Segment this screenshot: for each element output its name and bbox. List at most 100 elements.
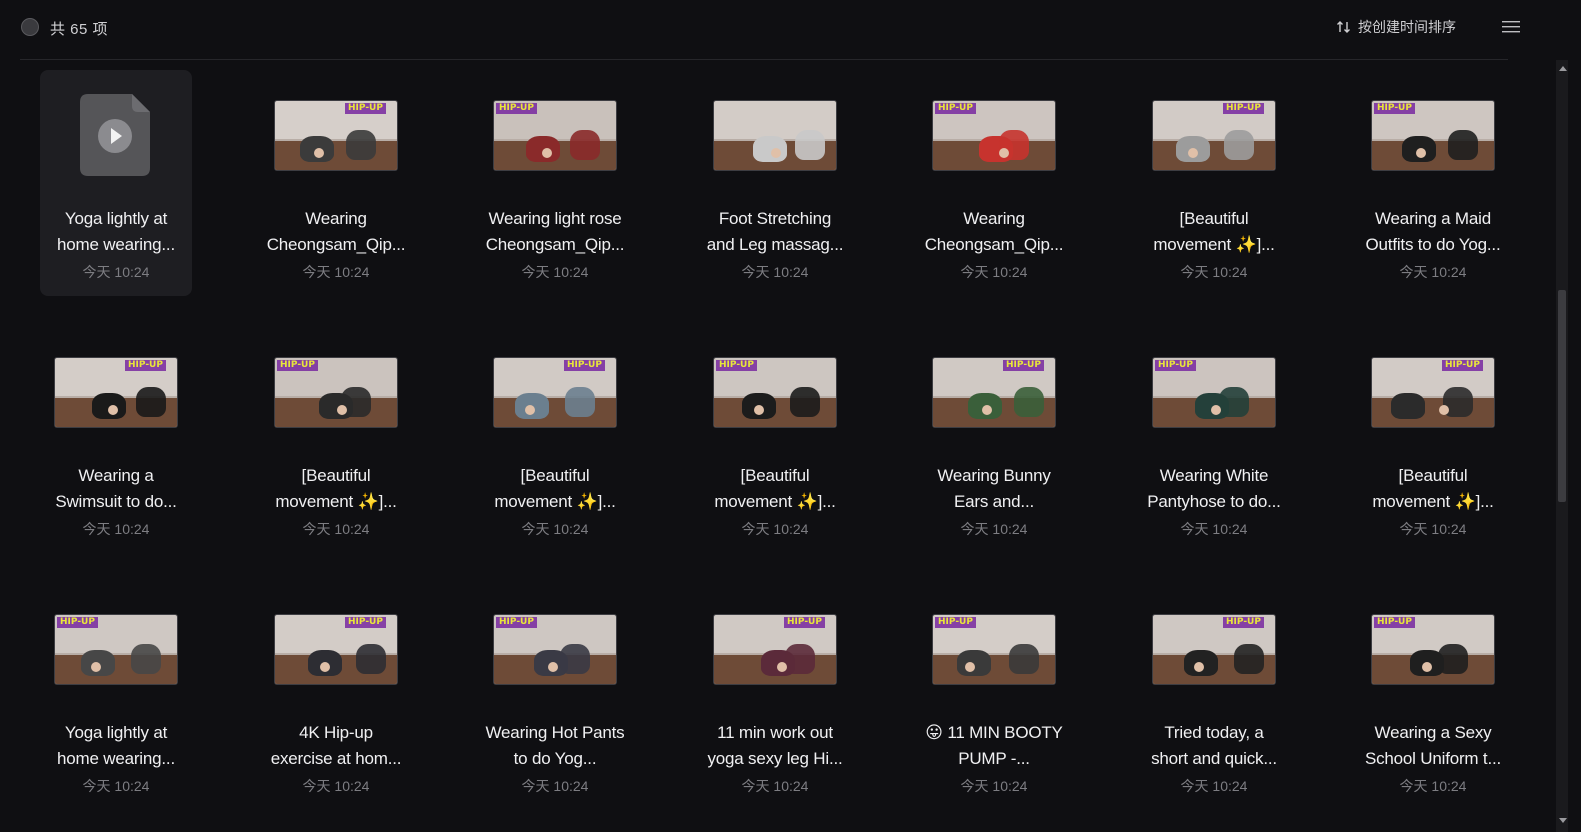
thumbnail-tag: HIP-UP bbox=[345, 103, 386, 114]
file-card[interactable]: HIP-UP Wearing a Sexy School Uniform t...… bbox=[1357, 584, 1509, 810]
thumbnail-tag: HIP-UP bbox=[125, 360, 166, 371]
file-card[interactable]: HIP-UP Wearing light rose Cheongsam_Qip..… bbox=[479, 70, 631, 296]
file-time: 今天 10:24 bbox=[521, 521, 589, 537]
video-thumbnail: HIP-UP bbox=[932, 357, 1056, 428]
file-title: Wearing Cheongsam_Qip... bbox=[924, 209, 1064, 254]
file-time: 今天 10:24 bbox=[1180, 778, 1248, 794]
file-card[interactable]: HIP-UP 11 min work out yoga sexy leg Hi..… bbox=[699, 584, 851, 810]
file-title: Wearing White Pantyhose to do... bbox=[1147, 466, 1281, 511]
file-card[interactable]: HIP-UP Wearing White Pantyhose to do... 今天… bbox=[1138, 327, 1290, 553]
file-title: Foot Stretching and Leg massag... bbox=[706, 209, 844, 254]
file-title: Wearing light rose Cheongsam_Qip... bbox=[485, 209, 625, 254]
thumbnail-tag: HIP-UP bbox=[345, 617, 386, 628]
thumbnail-tag: HIP-UP bbox=[1442, 360, 1483, 371]
file-title: [Beautiful movement ✨]... bbox=[1153, 209, 1275, 254]
thumbnail-tag: HIP-UP bbox=[564, 360, 605, 371]
thumbnail-tag: HIP-UP bbox=[1003, 360, 1044, 371]
scrollbar-thumb[interactable] bbox=[1558, 290, 1566, 502]
video-thumbnail: HIP-UP bbox=[1371, 357, 1495, 428]
thumbnail-tag: HIP-UP bbox=[277, 360, 318, 371]
video-thumbnail: HIP-UP bbox=[932, 614, 1056, 685]
thumbnail-tag: HIP-UP bbox=[784, 617, 825, 628]
file-card[interactable]: HIP-UP [Beautiful movement ✨]... 今天 10:24 bbox=[1138, 70, 1290, 296]
file-title: 4K Hip-up exercise at hom... bbox=[270, 723, 402, 768]
file-time: 今天 10:24 bbox=[960, 778, 1028, 794]
select-all-circle-icon[interactable] bbox=[21, 18, 39, 36]
thumbnail-tag: HIP-UP bbox=[1223, 103, 1264, 114]
sort-arrows-icon bbox=[1336, 19, 1352, 35]
thumbnail-tag: HIP-UP bbox=[935, 617, 976, 628]
scroll-up-arrow-icon[interactable] bbox=[1559, 66, 1567, 71]
item-count: 共 65 项 bbox=[50, 21, 109, 38]
file-time: 今天 10:24 bbox=[1399, 521, 1467, 537]
file-time: 今天 10:24 bbox=[1399, 778, 1467, 794]
file-card[interactable]: HIP-UP Wearing Bunny Ears and... 今天 10:24 bbox=[918, 327, 1070, 553]
video-file-icon bbox=[80, 94, 150, 176]
video-thumbnail: HIP-UP bbox=[713, 614, 837, 685]
file-title: [Beautiful movement ✨]... bbox=[275, 466, 397, 511]
file-time: 今天 10:24 bbox=[960, 521, 1028, 537]
video-thumbnail bbox=[713, 100, 837, 171]
file-title: Wearing a Sexy School Uniform t... bbox=[1364, 723, 1502, 768]
video-thumbnail: HIP-UP bbox=[493, 100, 617, 171]
video-thumbnail: HIP-UP bbox=[1152, 614, 1276, 685]
thumbnail-tag: HIP-UP bbox=[1223, 617, 1264, 628]
file-time: 今天 10:24 bbox=[302, 521, 370, 537]
thumbnail-tag: HIP-UP bbox=[1374, 617, 1415, 628]
file-card[interactable]: HIP-UP 4K Hip-up exercise at hom... 今天 10:… bbox=[260, 584, 412, 810]
thumbnail-tag: HIP-UP bbox=[1155, 360, 1196, 371]
file-card[interactable]: HIP-UP Wearing Hot Pants to do Yog... 今天 1… bbox=[479, 584, 631, 810]
file-time: 今天 10:24 bbox=[82, 521, 150, 537]
scroll-down-arrow-icon[interactable] bbox=[1559, 818, 1567, 823]
file-card[interactable]: HIP-UP [Beautiful movement ✨]... 今天 10:24 bbox=[699, 327, 851, 553]
video-thumbnail: HIP-UP bbox=[493, 614, 617, 685]
file-time: 今天 10:24 bbox=[741, 264, 809, 280]
file-card[interactable]: Foot Stretching and Leg massag... 今天 10:2… bbox=[699, 70, 851, 296]
sort-button[interactable]: 按创建时间排序 bbox=[1336, 17, 1456, 37]
video-thumbnail: HIP-UP bbox=[493, 357, 617, 428]
file-time: 今天 10:24 bbox=[521, 264, 589, 280]
file-title: [Beautiful movement ✨]... bbox=[714, 466, 836, 511]
file-card[interactable]: HIP-UP [Beautiful movement ✨]... 今天 10:24 bbox=[479, 327, 631, 553]
file-card[interactable]: HIP-UP Wearing a Maid Outfits to do Yog..… bbox=[1357, 70, 1509, 296]
file-card[interactable]: HIP-UP Tried today, a short and quick... 今… bbox=[1138, 584, 1290, 810]
toolbar: 共 65 项 按创建时间排序 bbox=[0, 0, 1568, 60]
file-card[interactable]: HIP-UP Wearing Cheongsam_Qip... 今天 10:24 bbox=[918, 70, 1070, 296]
file-card[interactable]: Yoga lightly at home wearing... 今天 10:24 bbox=[40, 70, 192, 296]
sort-label: 按创建时间排序 bbox=[1358, 19, 1456, 35]
file-title: Wearing a Swimsuit to do... bbox=[55, 466, 177, 511]
video-thumbnail: HIP-UP bbox=[1371, 100, 1495, 171]
video-thumbnail: HIP-UP bbox=[713, 357, 837, 428]
video-thumbnail: HIP-UP bbox=[54, 614, 178, 685]
thumbnail-tag: HIP-UP bbox=[1374, 103, 1415, 114]
video-thumbnail: HIP-UP bbox=[1152, 100, 1276, 171]
file-time: 今天 10:24 bbox=[302, 264, 370, 280]
file-title: Wearing a Maid Outfits to do Yog... bbox=[1365, 209, 1501, 254]
file-card[interactable]: HIP-UP Wearing a Swimsuit to do... 今天 10:2… bbox=[40, 327, 192, 553]
file-card[interactable]: HIP-UP [Beautiful movement ✨]... 今天 10:24 bbox=[1357, 327, 1509, 553]
file-time: 今天 10:24 bbox=[521, 778, 589, 794]
video-thumbnail: HIP-UP bbox=[274, 614, 398, 685]
file-title: Yoga lightly at home wearing... bbox=[57, 723, 175, 768]
file-time: 今天 10:24 bbox=[1399, 264, 1467, 280]
file-card[interactable]: HIP-UP 😛 11 MIN BOOTY PUMP -... 今天 10:24 bbox=[918, 584, 1070, 810]
file-title: Wearing Bunny Ears and... bbox=[937, 466, 1051, 511]
file-title: 😛 11 MIN BOOTY PUMP -... bbox=[925, 723, 1063, 768]
file-title: Tried today, a short and quick... bbox=[1151, 723, 1277, 768]
file-time: 今天 10:24 bbox=[1180, 521, 1248, 537]
hamburger-menu-icon[interactable] bbox=[1502, 20, 1520, 34]
file-card[interactable]: HIP-UP [Beautiful movement ✨]... 今天 10:24 bbox=[260, 327, 412, 553]
file-title: [Beautiful movement ✨]... bbox=[494, 466, 616, 511]
video-thumbnail: HIP-UP bbox=[54, 357, 178, 428]
file-card[interactable]: HIP-UP Wearing Cheongsam_Qip... 今天 10:24 bbox=[260, 70, 412, 296]
file-time: 今天 10:24 bbox=[960, 264, 1028, 280]
thumbnail-tag: HIP-UP bbox=[57, 617, 98, 628]
video-thumbnail: HIP-UP bbox=[1371, 614, 1495, 685]
header-divider bbox=[20, 59, 1508, 60]
file-title: 11 min work out yoga sexy leg Hi... bbox=[707, 723, 843, 768]
file-time: 今天 10:24 bbox=[302, 778, 370, 794]
thumbnail-tag: HIP-UP bbox=[496, 103, 537, 114]
file-title: Yoga lightly at home wearing... bbox=[57, 209, 175, 254]
file-card[interactable]: HIP-UP Yoga lightly at home wearing... 今天 … bbox=[40, 584, 192, 810]
